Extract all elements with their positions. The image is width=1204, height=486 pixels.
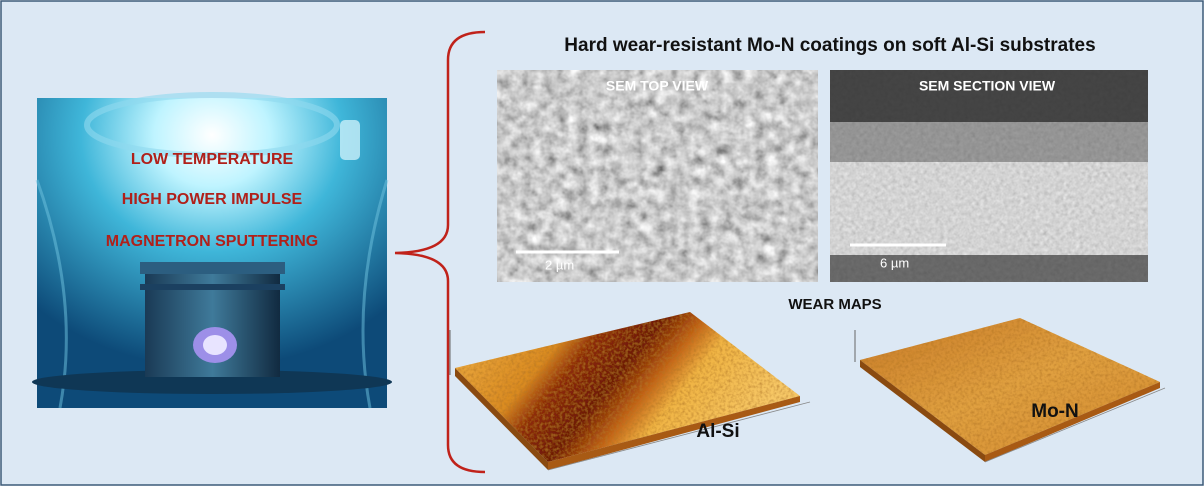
wear-map-al-si: Al-Si [449,312,811,471]
map-label: Al-Si [696,421,739,442]
image-label: SEM TOP VIEW [606,78,709,94]
chamber-photo: LOW TEMPERATURE HIGH POWER IMPULSE MAGNE… [32,92,392,409]
title: Hard wear-resistant Mo-N coatings on sof… [564,35,1095,56]
wear-map-mo-n: Mo-N [854,318,1166,463]
wear-maps-title: WEAR MAPS [788,296,881,313]
process-line: MAGNETRON SPUTTERING [106,233,318,250]
scale-bar-label: 2 µm [545,257,574,272]
scale-bar-label: 6 µm [880,255,909,270]
image-label: SEM SECTION VIEW [919,78,1056,94]
process-line: HIGH POWER IMPULSE [122,191,303,208]
sem-top-view: SEM TOP VIEW 2 µm [497,70,818,282]
process-line: LOW TEMPERATURE [131,151,294,168]
map-label: Mo-N [1031,401,1078,422]
brace [394,30,486,474]
sem-section-view: SEM SECTION VIEW 6 µm [830,70,1148,282]
